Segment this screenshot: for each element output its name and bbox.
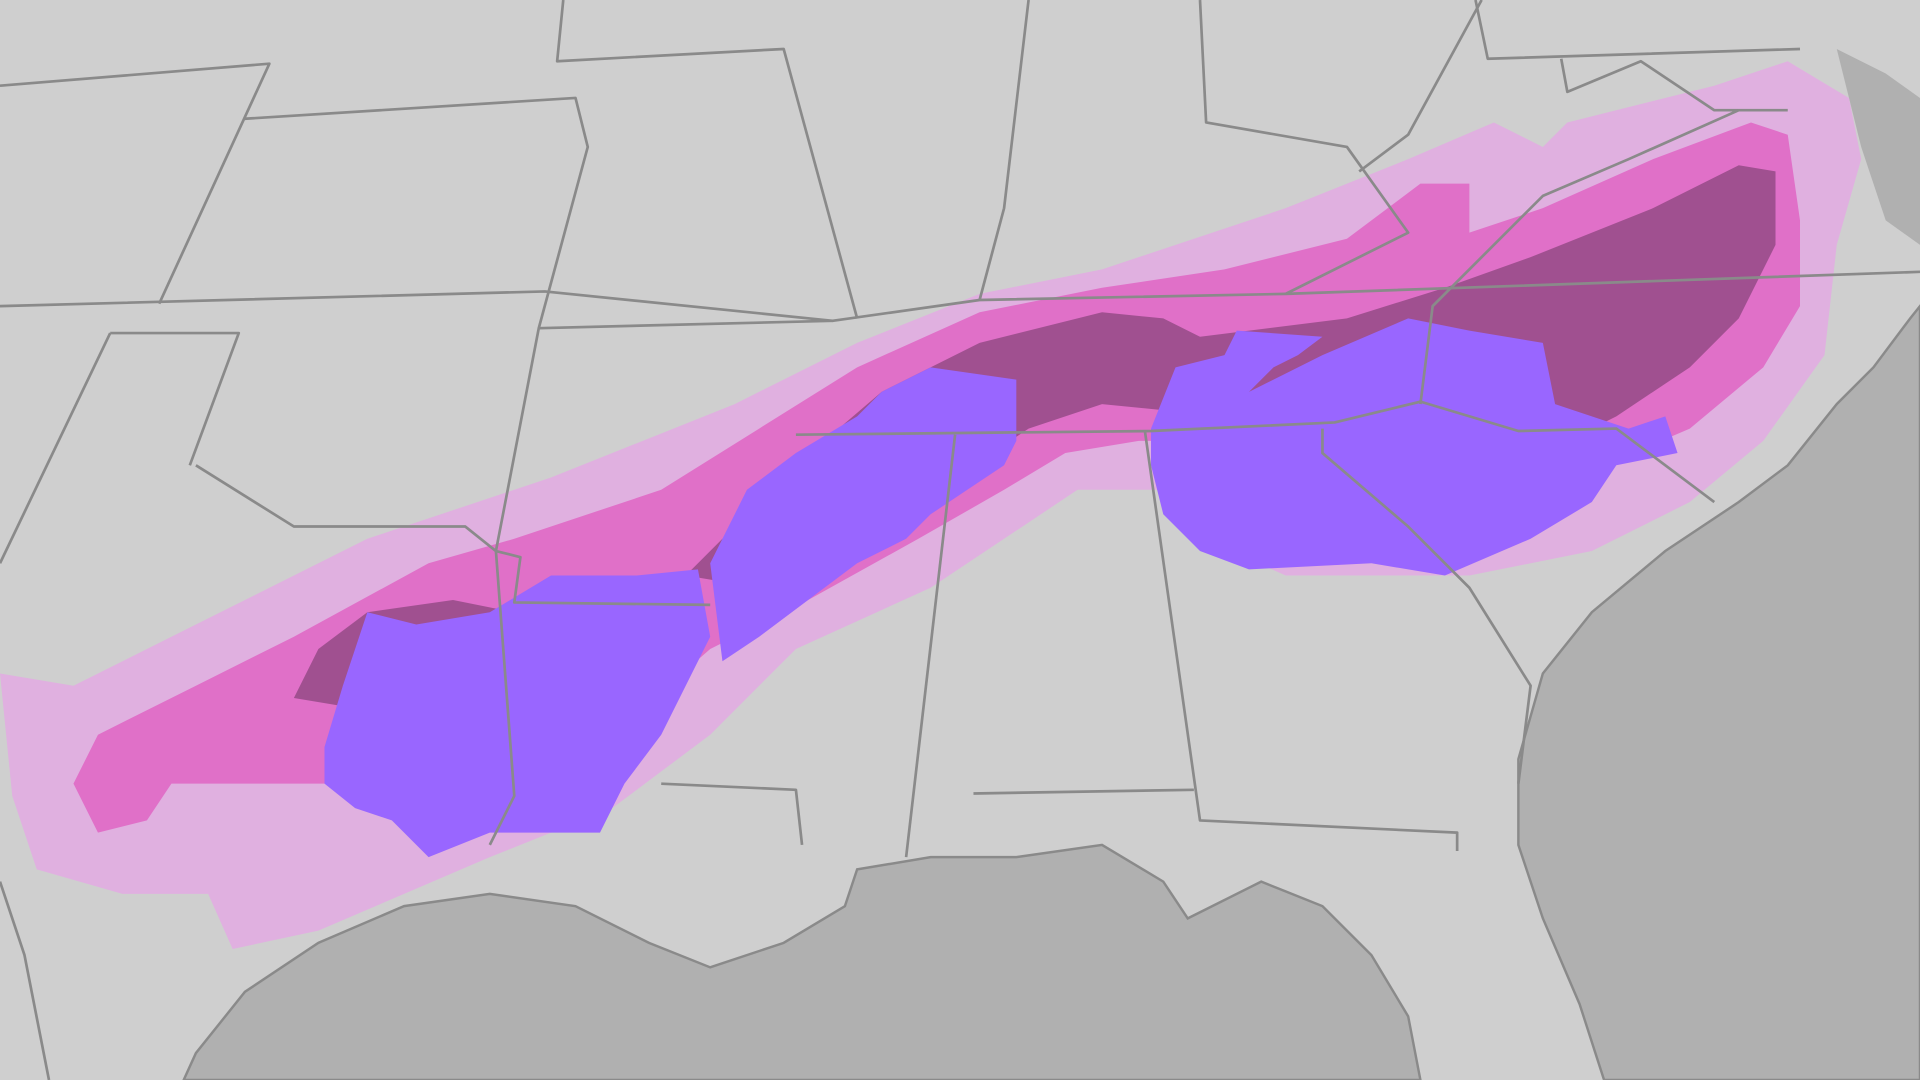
state-border [973,788,1194,795]
ice-area [1151,318,1678,576]
state-border [538,319,833,330]
state-border [661,782,804,846]
state-border [1474,0,1801,61]
ice-area [324,569,711,858]
state-border [488,550,516,846]
state-border [978,0,1030,301]
atlantic-ocean [1517,304,1920,1080]
gulf-of-mexico [182,843,1422,1080]
state-border [1198,0,1410,296]
state-border [0,62,271,305]
state-border [244,96,711,607]
atlantic-north [1836,48,1920,245]
state-border [0,881,51,1080]
state-border [1321,428,1532,784]
state-border [195,464,497,553]
state-border [1143,430,1459,852]
state-border [555,0,859,319]
state-border [0,332,112,564]
state-border [1358,0,1483,173]
state-border [110,331,241,466]
ice-area [710,367,1017,662]
state-border [904,434,957,858]
state-border [0,270,1920,323]
state-border [1419,108,1740,405]
